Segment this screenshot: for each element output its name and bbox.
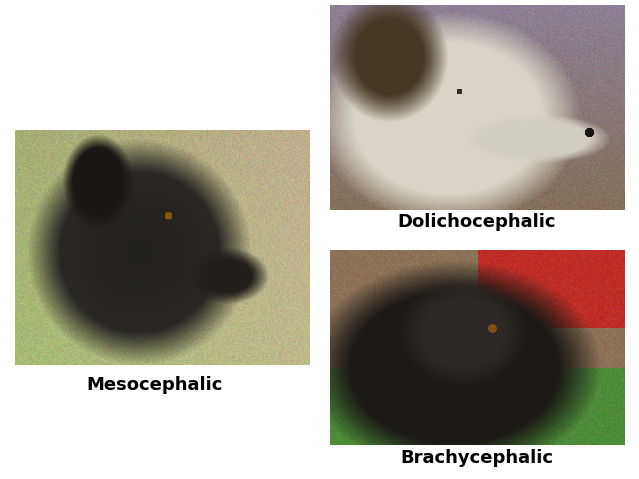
Text: Mesocephalic: Mesocephalic bbox=[87, 376, 223, 394]
Text: Dolichocephalic: Dolichocephalic bbox=[397, 213, 557, 231]
Text: Brachycephalic: Brachycephalic bbox=[401, 449, 553, 467]
